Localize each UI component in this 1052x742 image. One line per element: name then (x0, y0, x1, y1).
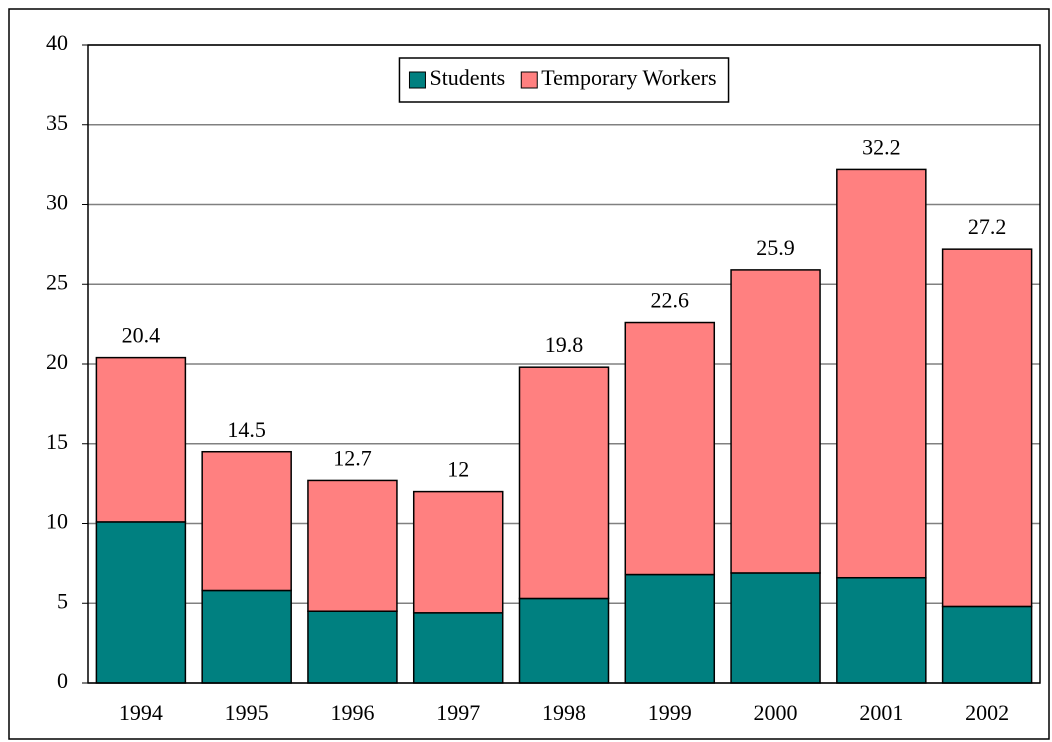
total-label: 20.4 (122, 323, 161, 348)
bar-segment (730, 269, 821, 574)
legend-label: Temporary Workers (541, 65, 716, 90)
bar-segment (836, 168, 927, 579)
legend-label: Students (429, 65, 505, 90)
y-tick-label: 40 (46, 30, 68, 55)
y-tick-label: 35 (46, 110, 68, 135)
total-label: 14.5 (227, 417, 266, 442)
x-tick-label: 1997 (436, 700, 480, 725)
total-label: 12 (447, 457, 469, 482)
y-tick-label: 30 (46, 190, 68, 215)
bar-segment (730, 572, 821, 684)
x-tick-label: 1999 (648, 700, 692, 725)
total-label: 32.2 (862, 134, 901, 159)
y-tick-label: 0 (57, 668, 68, 693)
total-label: 19.8 (545, 332, 584, 357)
y-tick-label: 10 (46, 509, 68, 534)
x-tick-label: 1995 (225, 700, 269, 725)
bar-segment (307, 610, 398, 684)
legend-box (398, 57, 730, 103)
x-tick-label: 1994 (119, 700, 163, 725)
plot-border (87, 44, 1041, 684)
bar-segment (836, 576, 927, 684)
x-tick-label: 2000 (754, 700, 798, 725)
bar-segment (941, 605, 1033, 684)
x-tick-label: 2002 (965, 700, 1009, 725)
bar-segment (941, 248, 1033, 608)
total-label: 12.7 (333, 445, 372, 470)
y-tick-label: 15 (46, 429, 68, 454)
total-label: 27.2 (968, 214, 1007, 239)
x-tick-label: 1996 (330, 700, 374, 725)
bar-segment (518, 366, 610, 600)
bar-segment (624, 321, 716, 576)
y-tick-label: 5 (57, 588, 68, 613)
y-tick-label: 20 (46, 349, 68, 374)
legend-swatch (408, 71, 426, 89)
bar-segment (95, 521, 187, 684)
y-tick-label: 25 (46, 269, 68, 294)
bar-segment (518, 597, 610, 684)
bar-segment (95, 356, 187, 523)
frame (8, 8, 1050, 740)
legend-swatch (520, 71, 538, 89)
total-label: 22.6 (651, 288, 690, 313)
bar-segment (412, 490, 504, 614)
bar-segment (201, 450, 292, 592)
x-tick-label: 1998 (542, 700, 586, 725)
bar-segment (201, 589, 292, 684)
x-tick-label: 2001 (859, 700, 903, 725)
bar-segment (624, 573, 716, 684)
total-label: 25.9 (756, 235, 795, 260)
bar-segment (307, 479, 398, 612)
bar-segment (412, 612, 504, 684)
